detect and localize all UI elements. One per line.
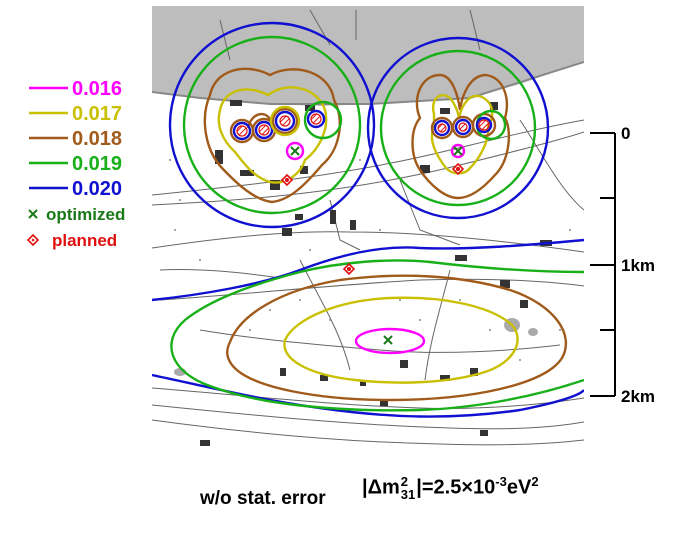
legend-label-0.020: 0.020 xyxy=(72,178,122,200)
caption-abs-open: | xyxy=(362,476,368,499)
caption-right: |Δm 2 31 |=2.5×10-3eV2 xyxy=(362,474,539,501)
legend-planned-label: planned xyxy=(52,231,117,250)
contour-0.019-south xyxy=(170,259,584,412)
caption-unit-exp: 2 xyxy=(531,474,539,489)
legend-label-0.018: 0.018 xyxy=(72,128,122,150)
contour-0.018-left xyxy=(203,67,341,204)
caption-abs-close: | xyxy=(416,476,422,499)
legend-optimized-label: optimized xyxy=(46,205,125,224)
contours xyxy=(152,21,584,418)
scale-bar xyxy=(590,132,616,397)
sea-area xyxy=(152,6,584,106)
caption-left: w/o stat. error xyxy=(200,488,326,509)
planned-markers xyxy=(280,162,465,276)
contour-0.017-left xyxy=(217,86,328,184)
optimized-marker-south xyxy=(383,335,393,345)
caption-exp: -3 xyxy=(495,474,507,489)
contour-0.020-left xyxy=(168,21,376,229)
contour-0.017-right xyxy=(430,93,494,175)
contour-0.020-right xyxy=(366,36,550,220)
contour-0.019-right xyxy=(379,49,537,207)
scale-label-0: 0 xyxy=(621,124,630,143)
optimized-markers xyxy=(290,146,463,345)
legend-optimized-icon xyxy=(28,209,38,219)
contour-0.019-left xyxy=(182,35,362,215)
legend-label-0.019: 0.019 xyxy=(72,153,122,175)
caption-equals: =2.5×10 xyxy=(421,476,496,499)
legend-label-0.017: 0.017 xyxy=(72,103,122,125)
optimized-marker-left xyxy=(290,146,300,156)
roads xyxy=(152,9,584,446)
scale-label-2km: 2km xyxy=(621,387,655,406)
contour-0.018-right xyxy=(411,73,511,200)
contour-0.017-south xyxy=(283,296,519,384)
caption-delta: Δm xyxy=(367,476,400,499)
contour-0.018-south xyxy=(226,274,568,402)
scale-label-1km: 1km xyxy=(621,256,655,275)
caption-unit: eV xyxy=(506,476,532,499)
legend-label-0.016: 0.016 xyxy=(72,78,122,100)
base-map xyxy=(152,6,584,462)
contour-0.016-south xyxy=(354,327,426,355)
reactor-cores xyxy=(236,113,490,137)
contour-0.019-spot xyxy=(303,100,343,140)
caption-sup-2: 2 xyxy=(400,474,409,490)
caption-sub-31: 31 xyxy=(400,487,416,503)
legend: 0.016 0.017 0.018 0.019 0.020 optimized … xyxy=(26,78,125,250)
optimized-marker-right xyxy=(453,146,463,156)
